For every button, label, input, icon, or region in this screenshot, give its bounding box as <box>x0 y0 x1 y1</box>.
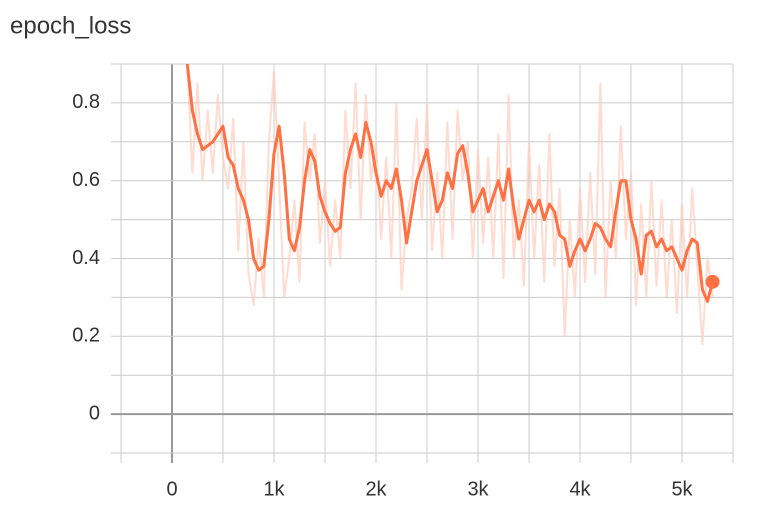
x-tick-label: 3k <box>467 478 489 500</box>
x-tick-label: 2k <box>365 478 387 500</box>
x-tick-label: 4k <box>569 478 591 500</box>
y-tick-label: 0.8 <box>72 91 100 113</box>
x-tick-label: 1k <box>263 478 285 500</box>
y-tick-label: 0.4 <box>72 247 100 269</box>
y-tick-label: 0.6 <box>72 169 100 191</box>
chart-title: epoch_loss <box>10 12 131 39</box>
y-tick-label: 0 <box>89 402 100 424</box>
x-tick-label: 5k <box>671 478 693 500</box>
series-line <box>185 63 715 303</box>
series-line <box>186 63 714 346</box>
y-tick-label: 0.2 <box>72 325 100 347</box>
x-tick-label: 0 <box>166 478 177 500</box>
last-point <box>705 274 720 289</box>
